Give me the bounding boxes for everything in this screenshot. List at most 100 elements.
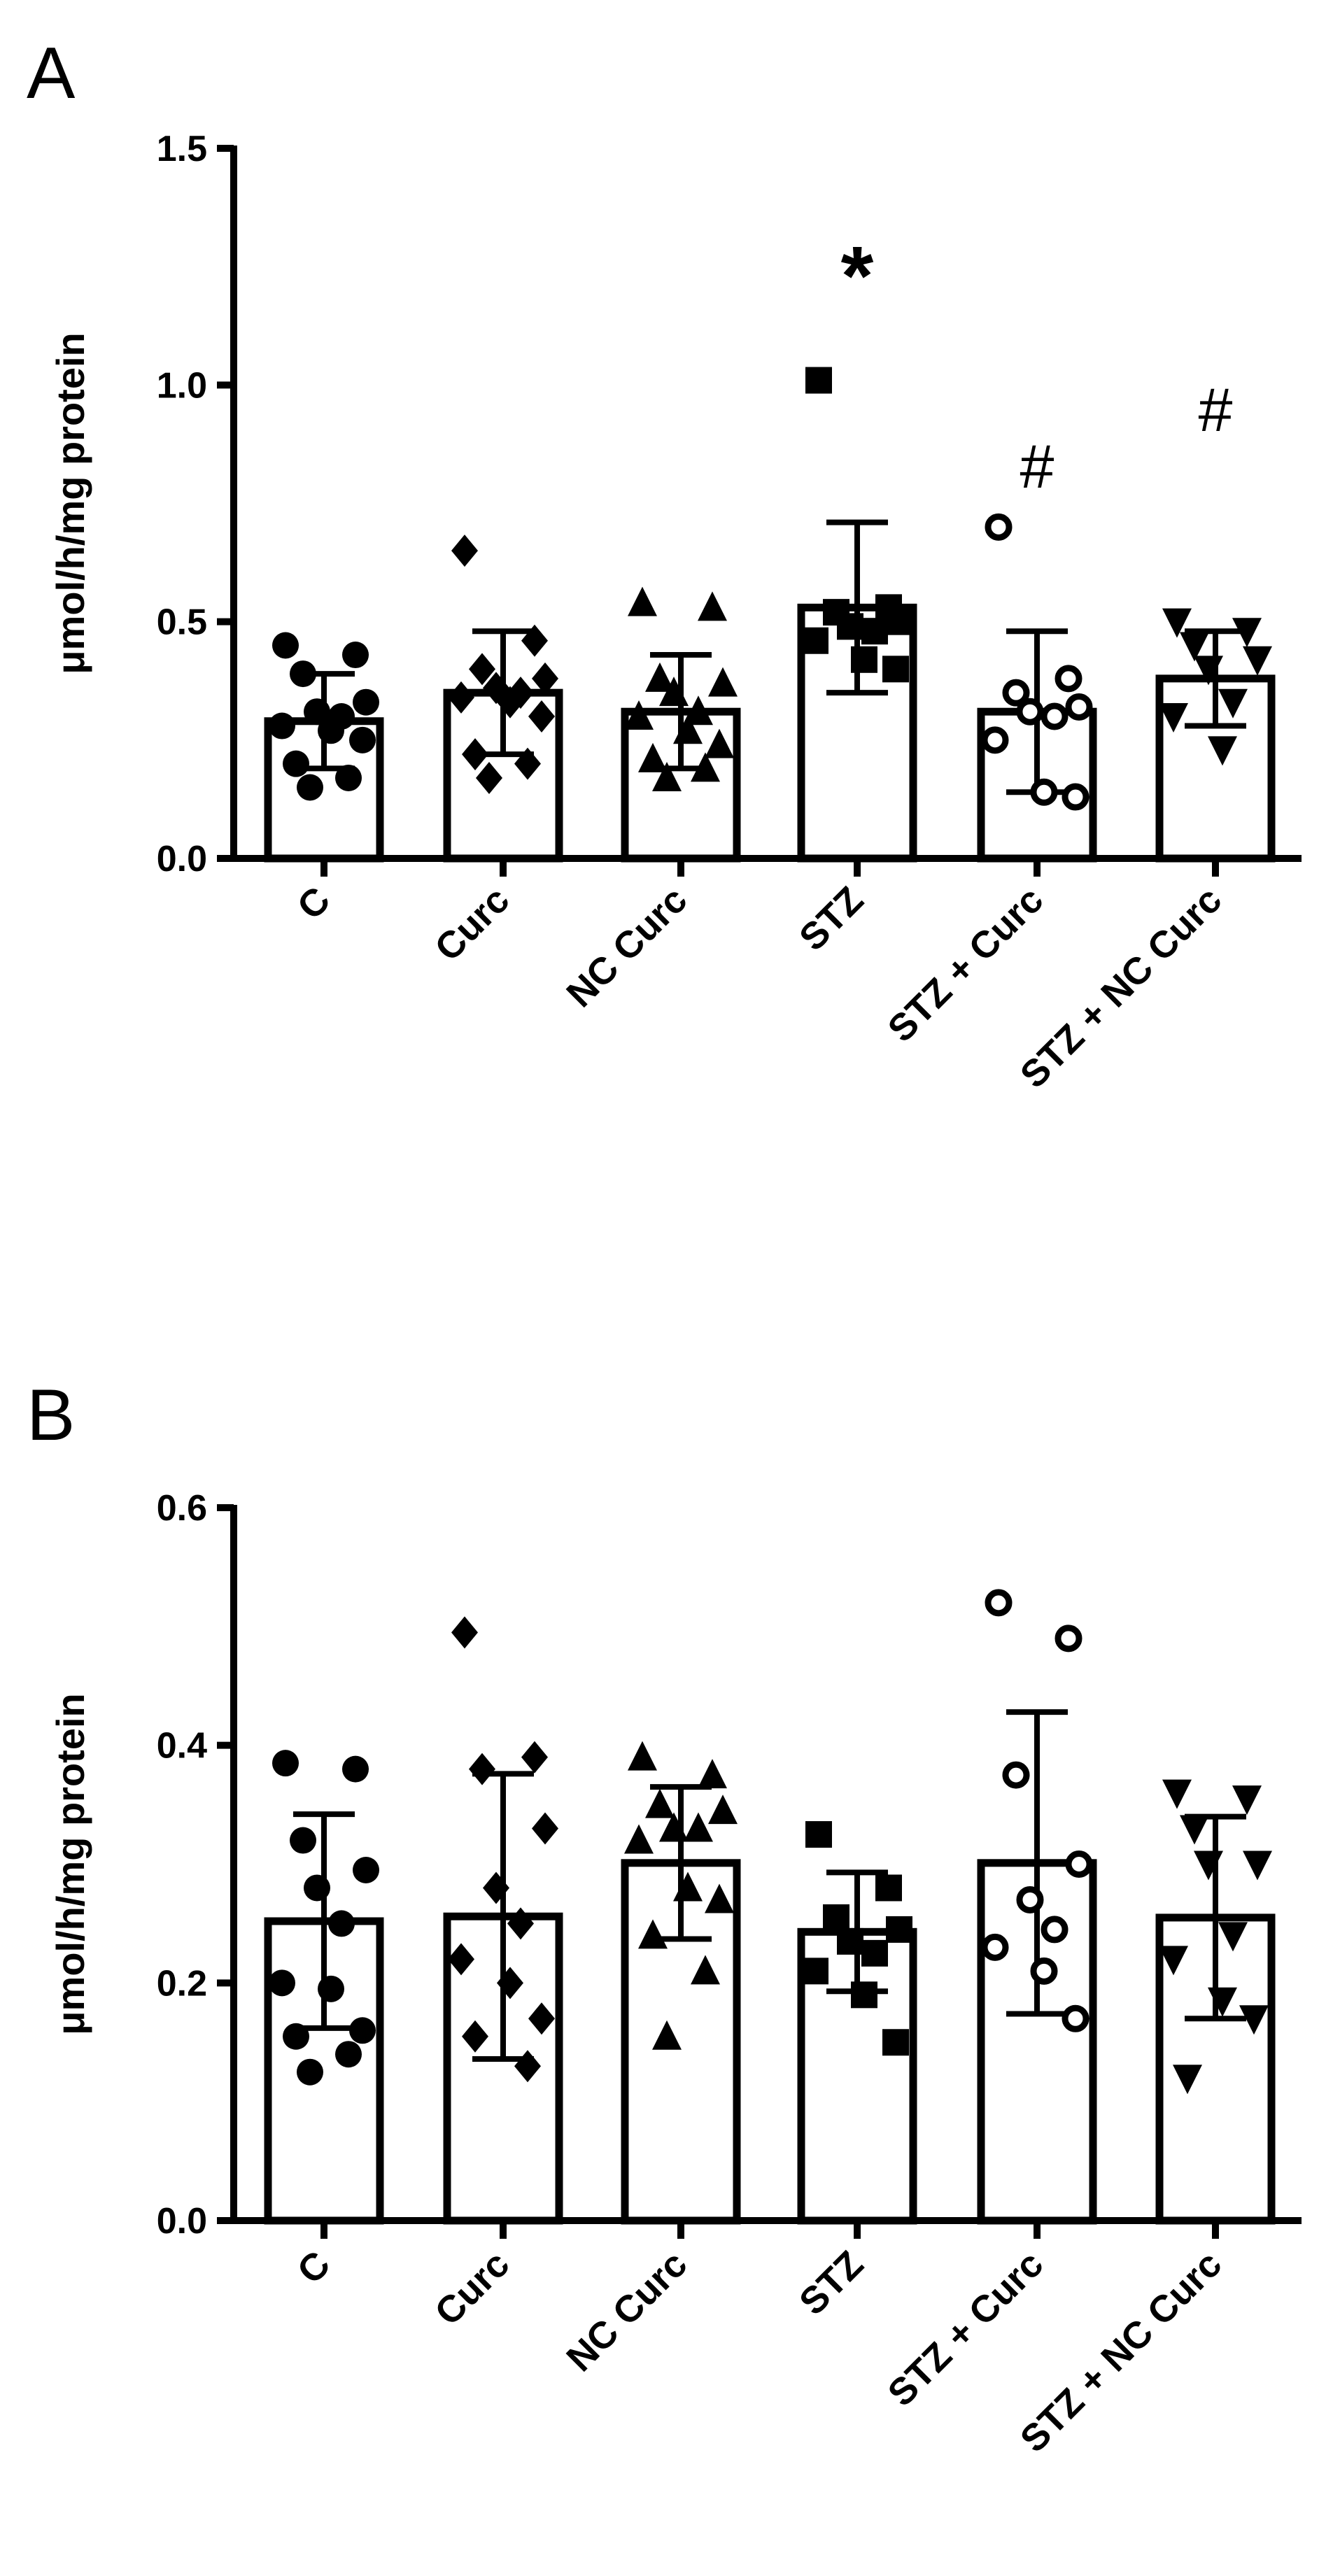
data-point (659, 1812, 689, 1842)
data-point (823, 1904, 849, 1931)
data-point (469, 1753, 495, 1785)
data-point (528, 2002, 555, 2035)
data-point (514, 747, 541, 780)
data-point (532, 662, 558, 695)
series-curc (443, 1616, 563, 2225)
y-tick-label: 0.2 (157, 1963, 207, 2004)
data-point (624, 1824, 654, 1854)
data-point (349, 726, 376, 753)
data-point (875, 1874, 902, 1902)
data-point (462, 2020, 488, 2053)
panel-letter: A (27, 33, 76, 114)
data-point (805, 1821, 832, 1848)
data-point (1065, 1850, 1093, 1878)
data-point (1194, 1850, 1223, 1881)
series-nc-curc (621, 1741, 741, 2225)
data-point (652, 761, 682, 791)
significance-marker: # (1020, 432, 1055, 501)
data-point (1062, 783, 1089, 811)
x-tick-label: STZ (791, 2243, 872, 2323)
data-point (353, 688, 379, 716)
y-tick-label: 0.5 (157, 602, 207, 643)
data-point (353, 1856, 379, 1883)
data-point (1041, 1916, 1069, 1944)
data-point (528, 700, 555, 733)
data-point (269, 712, 295, 739)
data-point (645, 662, 675, 692)
data-point (1002, 1761, 1030, 1789)
data-point (507, 1907, 534, 1940)
data-point (1062, 2004, 1089, 2032)
series-c (264, 1750, 384, 2225)
data-point (448, 681, 474, 714)
x-tick-label: NC Curc (558, 879, 695, 1015)
data-point (328, 1910, 355, 1937)
data-point (514, 2050, 541, 2083)
data-point (882, 656, 909, 683)
data-point (981, 1933, 1009, 1961)
data-point (628, 1741, 657, 1771)
data-point (837, 1927, 863, 1955)
data-point (469, 653, 495, 686)
data-point (851, 1981, 877, 2009)
y-axis-label: μmol/h/mg protein (48, 1693, 92, 2034)
series-stz (797, 367, 917, 863)
data-point (1016, 698, 1044, 726)
data-point (272, 1750, 299, 1777)
series-stz (797, 1821, 917, 2225)
data-point (705, 1883, 734, 1913)
data-point (1162, 1779, 1192, 1809)
data-point (645, 1788, 675, 1818)
data-point (349, 2017, 376, 2044)
data-point (802, 1958, 828, 1985)
x-tick-label: STZ + Curc (880, 2243, 1051, 2414)
data-point (861, 1939, 888, 1967)
data-point (886, 1916, 912, 1943)
y-tick-label: 1.0 (157, 365, 207, 406)
data-point (981, 726, 1009, 754)
data-point (1232, 1785, 1262, 1816)
data-point (708, 667, 738, 697)
data-point (483, 1871, 509, 1904)
data-point (532, 1812, 558, 1845)
data-point (698, 1759, 727, 1789)
x-tick-label: C (289, 879, 338, 928)
data-point (882, 2029, 909, 2056)
data-point (290, 1827, 316, 1854)
series-stz-nc-curc (1155, 608, 1276, 863)
data-point (708, 1795, 738, 1825)
data-point (861, 618, 888, 645)
data-point (659, 677, 689, 707)
data-point (684, 1812, 713, 1842)
data-point (1180, 632, 1209, 662)
x-tick-label: Curc (427, 2243, 517, 2333)
data-point (521, 624, 548, 657)
data-point (283, 750, 309, 777)
data-point (290, 660, 316, 688)
data-point (304, 1874, 330, 1902)
data-point (304, 698, 330, 726)
data-point (638, 742, 668, 772)
data-point (1159, 703, 1188, 733)
data-point (1030, 1957, 1058, 1985)
data-point (1065, 693, 1093, 721)
series-stz-curc (977, 513, 1097, 863)
data-point (802, 627, 828, 654)
data-point (652, 2020, 682, 2050)
y-axis-label: μmol/h/mg protein (48, 332, 92, 674)
data-point (297, 2058, 323, 2086)
data-point (805, 367, 832, 394)
data-point (1208, 736, 1237, 766)
x-tick-label: C (289, 2243, 338, 2292)
data-point (1232, 618, 1262, 648)
data-point (851, 646, 877, 673)
data-point (1030, 778, 1058, 806)
panel-letter: B (27, 1375, 75, 1456)
y-tick-label: 0.0 (157, 2201, 207, 2242)
data-point (451, 1616, 478, 1649)
y-tick-label: 1.5 (157, 129, 207, 169)
data-point (1016, 1885, 1044, 1913)
data-point (476, 761, 502, 794)
